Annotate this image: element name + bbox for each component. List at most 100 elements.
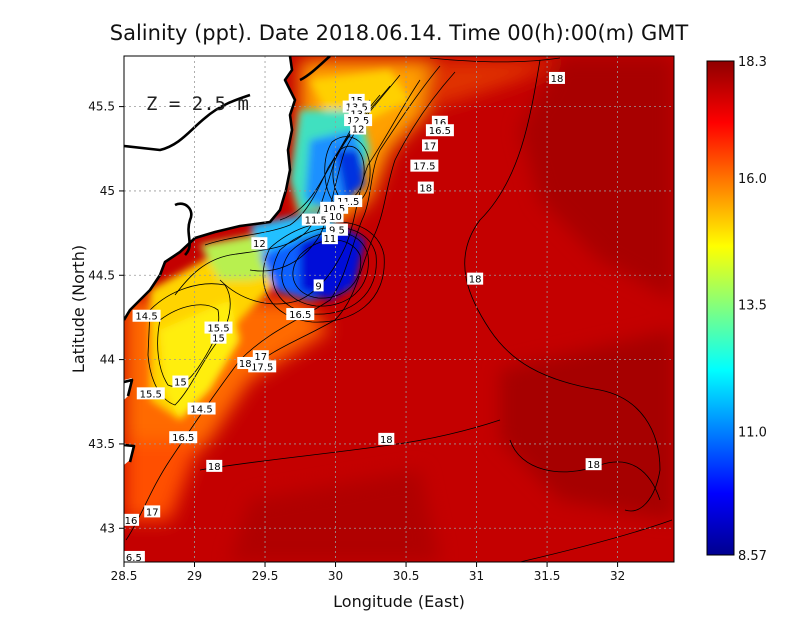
contour-label-box <box>378 432 395 445</box>
contour-label-box <box>204 321 233 334</box>
contour-label: 10.5 <box>323 204 345 215</box>
contour-label-box <box>548 71 565 84</box>
contour-label-box <box>248 360 277 373</box>
coastline-lagoon <box>124 93 251 152</box>
contour-label-box <box>237 356 254 369</box>
colorbar-label: 8.57 <box>738 549 767 564</box>
contour-label: 12 <box>352 125 365 136</box>
contour-label: 17.5 <box>413 162 435 173</box>
contour-labels: 181513.51312.5121616.51717.51811.510.510… <box>124 71 602 562</box>
contour-label-box <box>585 458 602 471</box>
y-tick-label: 44.5 <box>88 268 115 282</box>
contour-label: 11.5 <box>305 216 327 227</box>
grid-lines <box>124 56 674 562</box>
contour-label: 18 <box>239 359 252 370</box>
contour-label: 15.5 <box>140 389 162 400</box>
contour-label-box <box>136 387 165 400</box>
contour-line <box>157 304 220 387</box>
deep-red-patch-s <box>230 470 440 562</box>
contour-label: 15 <box>212 334 225 345</box>
contour-line <box>519 519 673 562</box>
x-tick-label: 28.5 <box>111 569 138 583</box>
coastline <box>124 56 331 463</box>
contour-label: 18 <box>469 275 482 286</box>
contour-label: 16 <box>125 516 138 527</box>
depth-annotation: Z = 2.5 m <box>146 93 249 115</box>
y-tick-label: 43.5 <box>88 437 115 451</box>
x-tick-label: 31.5 <box>534 569 561 583</box>
x-tick-label: 31 <box>469 569 484 583</box>
contour-label-box <box>467 272 484 285</box>
contour-label-box <box>410 159 439 172</box>
contour-label-box <box>350 122 367 135</box>
contour-label: 9 <box>315 281 321 292</box>
contour-line <box>249 71 456 371</box>
contour-label: 15 <box>174 378 187 389</box>
y-axis-title: Latitude (North) <box>69 245 88 373</box>
deep-red-patch-se <box>500 330 674 520</box>
contour-label-box <box>422 139 439 152</box>
land-mass-south <box>124 445 134 465</box>
contour-label: 15.5 <box>207 324 229 335</box>
contour-label: 16.5 <box>429 126 451 137</box>
contour-label-box <box>251 237 268 250</box>
contour-label: 17 <box>146 507 159 518</box>
colorbar-label: 13.5 <box>738 299 767 314</box>
chart-title: Salinity (ppt). Date 2018.06.14. Time 00… <box>110 21 689 45</box>
y-tick-label: 45.5 <box>88 100 115 114</box>
colorbar-label: 11.0 <box>738 426 767 441</box>
contour-label-box <box>327 210 344 223</box>
contour-label: 14.5 <box>190 405 212 416</box>
y-axis: 43 43.5 44 44.5 45 45.5 <box>88 100 124 535</box>
orange-band-south <box>124 440 200 520</box>
contour-label-box <box>172 375 189 388</box>
contour-label-box <box>132 309 161 322</box>
x-axis: 28.5 29 29.5 30 30.5 31 31.5 32 <box>111 562 625 583</box>
contour-label: 16.5 <box>172 433 194 444</box>
coastline-inlet <box>174 202 193 256</box>
contour-label-box <box>169 431 198 444</box>
contour-label: 17 <box>254 352 267 363</box>
contour-label: 17 <box>424 141 437 152</box>
colorbar-label: 16.0 <box>738 172 767 187</box>
contour-label-box <box>187 402 216 415</box>
contour-line <box>125 65 441 541</box>
colorbar-label: 18.3 <box>738 55 767 70</box>
x-tick-label: 29 <box>187 569 202 583</box>
contour-label: 9.5 <box>329 226 345 237</box>
contour-label: 16 <box>434 118 447 129</box>
contour-line <box>219 79 421 305</box>
contour-label: 12 <box>253 239 266 250</box>
contour-label: 16.5 <box>289 310 311 321</box>
y-tick-label: 45 <box>100 184 115 198</box>
dark-blue-core-north <box>335 150 365 200</box>
contour-label-box <box>313 279 324 292</box>
contour-label-box <box>124 513 140 526</box>
contour-label: 11 <box>324 234 337 245</box>
contour-line <box>464 59 661 512</box>
y-tick-label: 43 <box>100 521 115 535</box>
contour-label-box <box>252 350 269 363</box>
contour-label-box <box>144 505 161 518</box>
contour-label: 18 <box>419 184 432 195</box>
colorbar-ticks: 18.3 16.0 13.5 11.0 8.57 <box>738 55 767 564</box>
coastline-south <box>124 443 136 463</box>
x-axis-title: Longitude (East) <box>333 592 465 611</box>
contour-label: 18 <box>208 462 221 473</box>
contour-label: 18 <box>587 460 600 471</box>
deep-red-patch-ne <box>520 56 674 300</box>
coastline-main <box>124 56 297 321</box>
coastline-delta <box>299 56 331 82</box>
x-tick-label: 29.5 <box>252 569 279 583</box>
contour-label: 17.5 <box>251 362 273 373</box>
contour-label: 14.5 <box>135 312 157 323</box>
contour-label-box <box>417 181 434 194</box>
contour-label: 18 <box>380 435 393 446</box>
contour-line <box>429 57 561 63</box>
contour-label-box <box>286 308 315 321</box>
contour-label-box <box>425 124 454 137</box>
y-tick-label: 44 <box>100 353 115 367</box>
contour-label: 11.5 <box>337 197 359 208</box>
contour-label: 18 <box>551 74 564 85</box>
